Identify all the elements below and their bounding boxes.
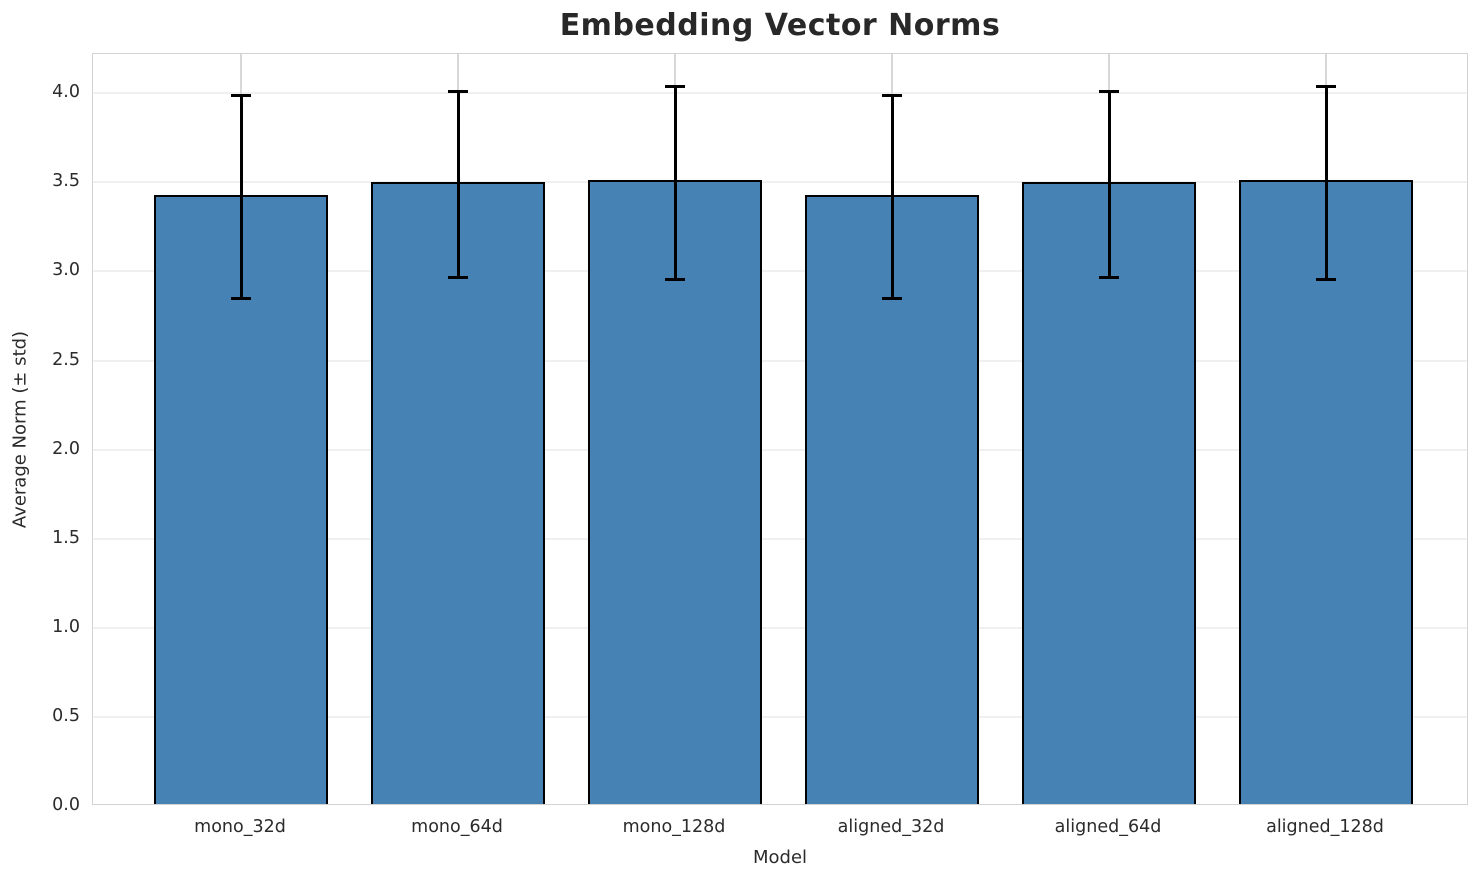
- y-tick-label: 1.5: [52, 527, 80, 548]
- error-cap-top-aligned_64d: [1099, 90, 1119, 94]
- y-tick-label: 4.0: [52, 82, 80, 103]
- error-cap-top-aligned_128d: [1316, 85, 1336, 89]
- x-axis-label: Model: [752, 847, 808, 868]
- x-tick-label-mono_128d: mono_128d: [622, 817, 726, 837]
- error-bar-mono_64d: [456, 91, 460, 277]
- x-tick-label-aligned_128d: aligned_128d: [1266, 817, 1384, 837]
- error-bar-aligned_128d: [1324, 86, 1328, 279]
- x-tick-label-aligned_64d: aligned_64d: [1054, 817, 1162, 837]
- bar-mono_128d: [588, 180, 762, 804]
- gridline-horizontal: [93, 626, 1467, 629]
- error-bar-aligned_64d: [1107, 91, 1111, 277]
- error-cap-bottom-aligned_128d: [1316, 277, 1336, 281]
- error-bar-aligned_32d: [890, 94, 894, 299]
- y-tick-label: 2.5: [52, 349, 80, 370]
- error-cap-top-mono_128d: [665, 85, 685, 89]
- y-axis-label-text: Average Norm (± std): [9, 330, 31, 529]
- error-cap-bottom-mono_128d: [665, 277, 685, 281]
- y-tick-label: 0.0: [52, 795, 80, 815]
- gridline-horizontal: [93, 448, 1467, 451]
- error-cap-top-mono_64d: [448, 90, 468, 94]
- error-cap-bottom-mono_64d: [448, 275, 468, 279]
- chart-title: Embedding Vector Norms: [559, 8, 1001, 43]
- bar-aligned_64d: [1022, 182, 1196, 804]
- gridline-horizontal: [93, 359, 1467, 362]
- plot-area: [92, 53, 1468, 805]
- gridline-horizontal: [93, 715, 1467, 718]
- x-tick-label-aligned_32d: aligned_32d: [837, 817, 945, 837]
- y-tick-label: 3.5: [52, 171, 80, 192]
- error-cap-bottom-mono_32d: [231, 297, 251, 301]
- gridline-horizontal: [93, 270, 1467, 273]
- x-tick-label-mono_64d: mono_64d: [411, 817, 503, 837]
- gridline-horizontal: [93, 181, 1467, 184]
- y-tick-label: 2.0: [52, 438, 80, 459]
- y-tick-label: 1.0: [52, 616, 80, 637]
- gridline-horizontal: [93, 92, 1467, 95]
- gridline-horizontal: [93, 537, 1467, 540]
- error-cap-top-aligned_32d: [882, 93, 902, 97]
- error-bar-mono_128d: [673, 86, 677, 279]
- error-cap-top-mono_32d: [231, 93, 251, 97]
- x-tick-label-mono_32d: mono_32d: [194, 817, 286, 837]
- error-cap-bottom-aligned_64d: [1099, 275, 1119, 279]
- error-cap-bottom-aligned_32d: [882, 297, 902, 301]
- y-tick-label: 0.5: [52, 705, 80, 726]
- error-bar-mono_32d: [239, 94, 243, 299]
- bar-mono_64d: [371, 182, 545, 804]
- bar-aligned_128d: [1239, 180, 1413, 804]
- y-tick-label: 3.0: [52, 260, 80, 281]
